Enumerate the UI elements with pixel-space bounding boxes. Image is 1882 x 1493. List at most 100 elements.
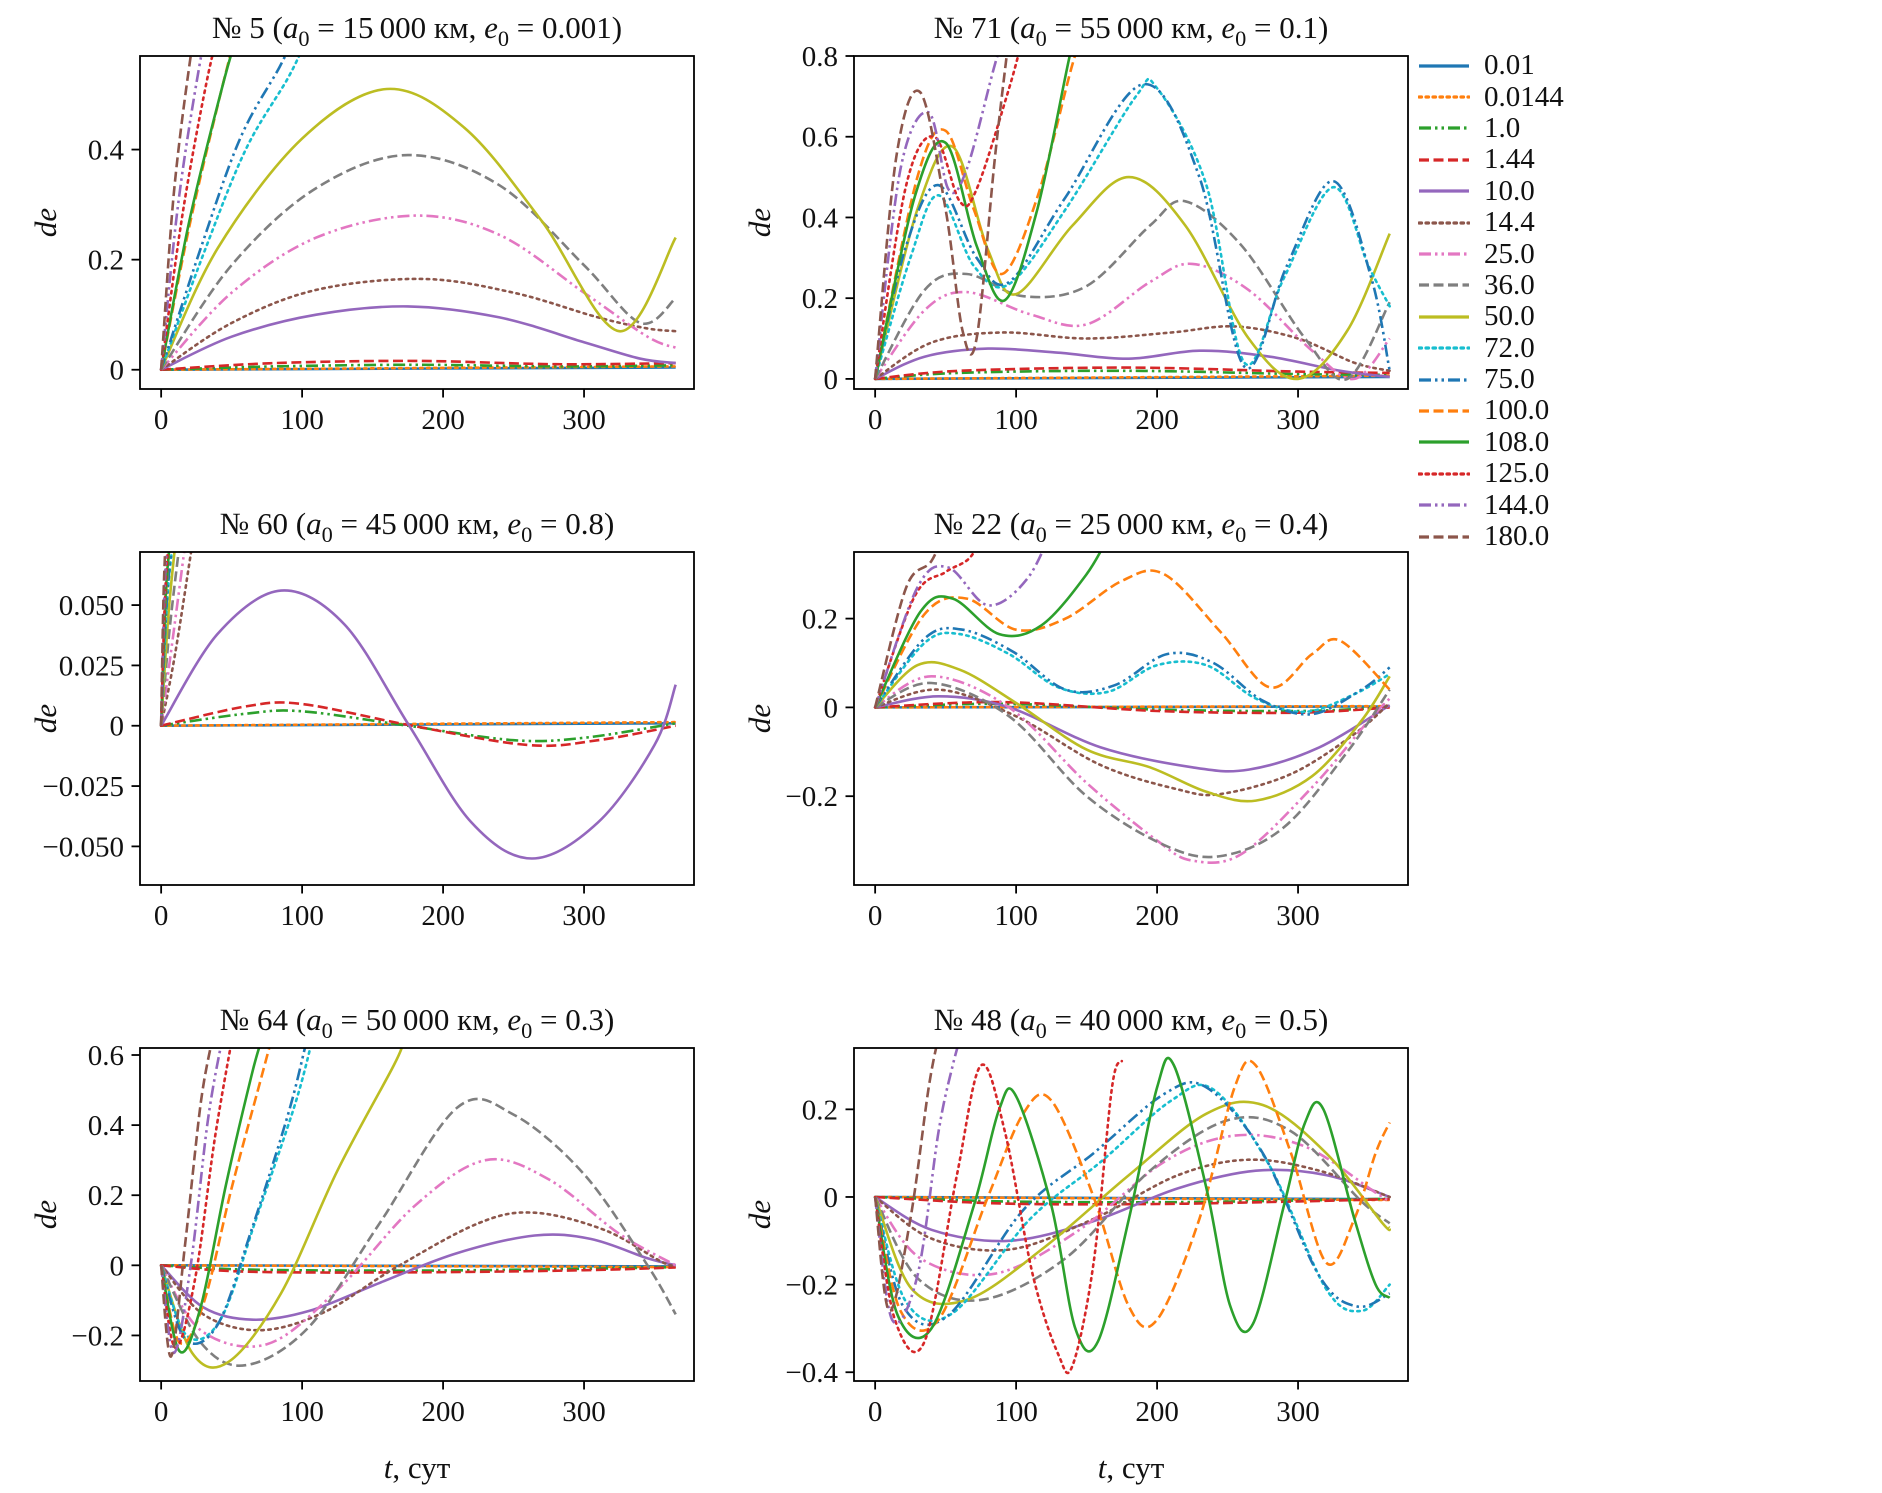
subplot-71: № 71 (a0 = 55 000 км, e0 = 0.1) de 0 0.2 0.4… xyxy=(742,4,1432,501)
legend-line-sample xyxy=(1419,377,1469,382)
series-50.0 xyxy=(874,660,1391,803)
legend-label: 0.01 xyxy=(1484,49,1535,82)
legend-line-sample xyxy=(1419,409,1469,413)
y-tick-label: 0 xyxy=(110,711,125,743)
series-100.0 xyxy=(873,1059,1391,1332)
series-1.0 xyxy=(875,369,1390,381)
axes-box xyxy=(853,55,1409,390)
x-tick-label: 0 xyxy=(154,1396,169,1428)
x-tick-label: 0 xyxy=(868,404,883,436)
legend-line-sample xyxy=(1419,503,1469,507)
series-group xyxy=(873,56,1391,382)
legend-entry-0.01: 0.01 xyxy=(1418,50,1564,81)
y-tick-label: 0 xyxy=(824,692,839,724)
y-tick-label: 0.2 xyxy=(802,1094,838,1126)
chart-title: № 5 (a0 = 15 000 км, e0 = 0.001) xyxy=(212,10,622,51)
series-180.0 xyxy=(873,56,1008,380)
series-25.0 xyxy=(874,1133,1391,1277)
y-tick-label: 0 xyxy=(824,1182,839,1214)
y-tick-label: 0.4 xyxy=(88,135,125,167)
series-10.0 xyxy=(160,1233,676,1322)
x-tick-label: 300 xyxy=(562,1396,606,1428)
series-108.0 xyxy=(159,1048,261,1354)
series-72.0 xyxy=(873,77,1391,381)
chart-title: № 22 (a0 = 25 000 км, e0 = 0.4) xyxy=(934,506,1329,547)
series-0.0144 xyxy=(159,1264,677,1269)
axes-box xyxy=(853,1047,1409,1382)
y-tick-label: 0.2 xyxy=(802,283,838,315)
series-36.0 xyxy=(159,1097,677,1367)
series-75.0 xyxy=(874,626,1391,716)
y-tick-label: 0.8 xyxy=(802,41,838,73)
series-125.0 xyxy=(159,56,214,371)
legend-line-sample xyxy=(1418,221,1470,225)
legend-label: 72.0 xyxy=(1484,331,1535,364)
axes-box xyxy=(139,55,695,390)
legend-entry-14.4: 14.4 xyxy=(1418,207,1564,238)
legend-label: 125.0 xyxy=(1484,457,1550,490)
x-tick-label: 300 xyxy=(1276,1396,1320,1428)
series-72.0 xyxy=(873,631,1391,714)
subplot-64-svg: № 64 (a0 = 50 000 км, e0 = 0.3) de t, сут −… xyxy=(28,1002,695,1485)
series-1.44 xyxy=(160,1264,676,1274)
subplot-60-svg: № 60 (a0 = 45 000 км, e0 = 0.8)de−0.050−… xyxy=(28,506,695,932)
legend-line-sample xyxy=(1419,534,1469,539)
series-36.0 xyxy=(873,1115,1391,1302)
x-tick-label: 300 xyxy=(562,404,606,436)
series-10.0 xyxy=(874,347,1390,381)
x-tick-label: 200 xyxy=(421,900,465,932)
ticks: 0 0.2 0.4 0.6 0.8 0 100 200 300 xyxy=(802,41,1320,436)
x-tick-label: 200 xyxy=(1135,404,1179,436)
x-tick-label: 100 xyxy=(994,404,1038,436)
series-25.0 xyxy=(160,214,677,371)
legend-label: 75.0 xyxy=(1484,363,1535,396)
subplot-48: № 48 (a0 = 40 000 км, e0 = 0.5) de t, сут −… xyxy=(742,996,1432,1493)
series-group xyxy=(159,552,677,860)
subplot-64: № 64 (a0 = 50 000 км, e0 = 0.3) de t, сут −… xyxy=(28,996,718,1493)
subplot-60: № 60 (a0 = 45 000 км, e0 = 0.8) de −0.050−… xyxy=(28,500,718,997)
y-tick-label: 0.050 xyxy=(59,590,124,622)
subplot-5: № 5 (a0 = 15 000 км, e0 = 0.001) de 0 0.2 0.… xyxy=(28,4,718,501)
x-tick-label: 100 xyxy=(280,404,324,436)
legend-entry-10.0: 10.0 xyxy=(1418,176,1564,207)
legend-line-sample xyxy=(1419,189,1469,193)
legend-entry-1.44: 1.44 xyxy=(1418,144,1564,175)
series-36.0 xyxy=(874,681,1391,859)
y-tick-label: −0.025 xyxy=(42,771,124,803)
x-tick-label: 200 xyxy=(421,1396,465,1428)
y-axis-label: de xyxy=(28,1200,63,1230)
ticks: −0.050 −0.025 0 0.025 0.050 0 100 200 300 xyxy=(42,590,605,932)
y-axis-label: de xyxy=(742,704,777,734)
legend-label: 50.0 xyxy=(1484,300,1535,333)
legend-label: 10.0 xyxy=(1484,174,1535,207)
x-tick-label: 100 xyxy=(994,1396,1038,1428)
legend-entry-100.0: 100.0 xyxy=(1418,395,1564,426)
ticks: 0 0.2 0.4 0 100 200 300 xyxy=(88,135,606,436)
series-144.0 xyxy=(873,1048,959,1325)
y-tick-label: 0 xyxy=(824,364,839,396)
series-10.0 xyxy=(159,589,677,860)
y-axis-label: de xyxy=(742,1200,777,1230)
series-1.44 xyxy=(874,366,1390,381)
series-1.44 xyxy=(160,701,676,748)
x-tick-label: 100 xyxy=(994,900,1038,932)
legend-line-sample xyxy=(1419,158,1469,162)
subplot-5-svg: № 5 (a0 = 15 000 км, e0 = 0.001) de 0 0.2 0.… xyxy=(28,10,695,436)
x-tick-label: 100 xyxy=(280,900,324,932)
legend-line-sample xyxy=(1419,64,1469,68)
series-100.0 xyxy=(159,56,232,370)
series-144.0 xyxy=(159,56,203,370)
y-tick-label: 0.6 xyxy=(88,1040,124,1072)
legend-entry-144.0: 144.0 xyxy=(1418,489,1564,520)
series-1.44 xyxy=(875,1195,1390,1206)
legend-entry-72.0: 72.0 xyxy=(1418,333,1564,364)
x-tick-label: 200 xyxy=(421,404,465,436)
series-180.0 xyxy=(159,56,193,370)
series-25.0 xyxy=(874,262,1391,381)
legend-entry-0.0144: 0.0144 xyxy=(1418,81,1564,112)
legend-line-sample xyxy=(1419,440,1469,444)
legend-line-sample xyxy=(1418,472,1470,476)
y-tick-label: −0.2 xyxy=(785,1270,838,1302)
series-125.0 xyxy=(159,1048,232,1350)
